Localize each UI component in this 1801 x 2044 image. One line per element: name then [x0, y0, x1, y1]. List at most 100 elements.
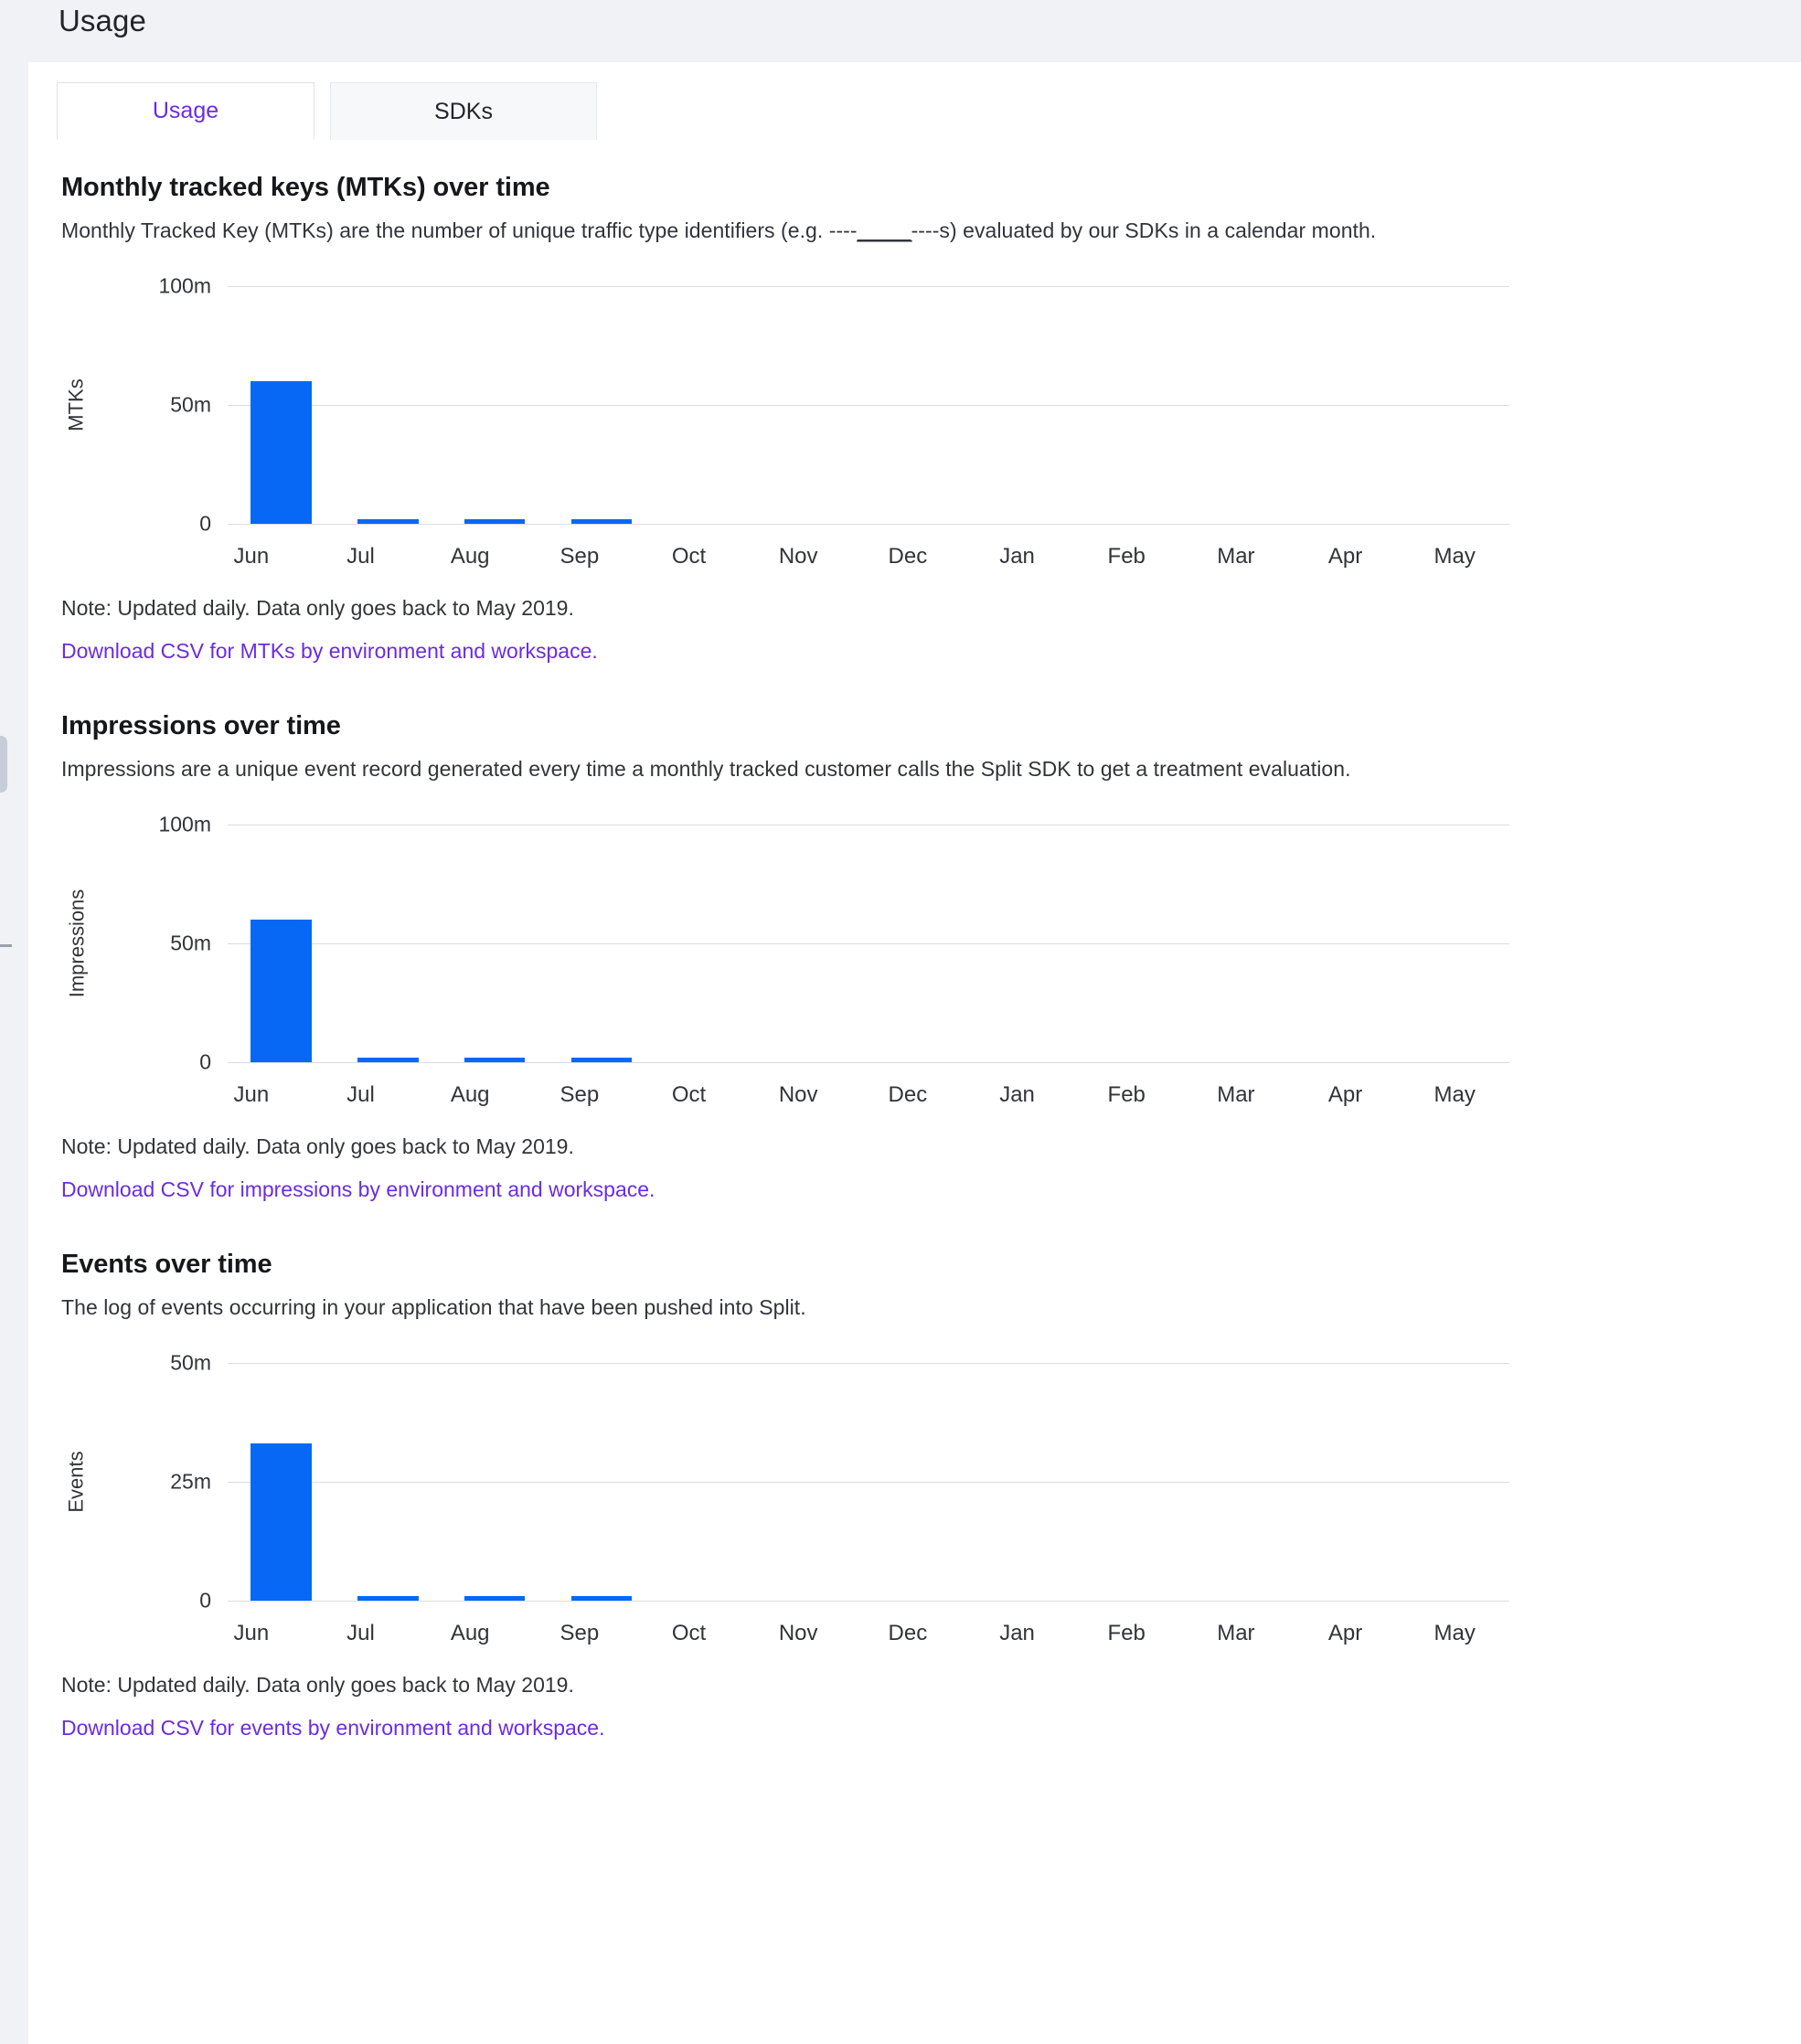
x-tick-label: Oct: [671, 1082, 707, 1107]
chart-mtks-ylabel: MTKs: [65, 378, 89, 431]
bar-jul[interactable]: [357, 519, 419, 524]
x-tick-label: Apr: [1327, 544, 1363, 569]
gridline: [228, 1482, 1509, 1483]
gridline: [228, 1363, 1509, 1364]
x-tick-label: Nov: [778, 544, 818, 569]
y-tick-label: 100m: [158, 273, 211, 298]
tab-bar: Usage SDKs: [28, 62, 1801, 140]
bar-slot: [1188, 1363, 1295, 1601]
gridline: [228, 1062, 1509, 1063]
x-tick-label: Jun: [233, 1082, 270, 1107]
bar-sep[interactable]: [570, 1058, 633, 1062]
bar-slot: [1188, 825, 1295, 1062]
x-tick-label: Oct: [671, 544, 707, 569]
mtks-note: Note: Updated daily. Data only goes back…: [61, 596, 574, 620]
x-tick-label: Dec: [888, 1082, 928, 1107]
x-tick-label: Feb: [1107, 544, 1146, 569]
x-tick-label: May: [1433, 544, 1476, 569]
bar-slot: [1188, 286, 1295, 524]
impressions-heading: Impressions over time: [61, 711, 341, 740]
x-tick-label: Jul: [346, 1082, 375, 1107]
bar-slot: [442, 286, 549, 524]
tab-usage-label: Usage: [152, 98, 219, 123]
y-tick-label: 0: [199, 511, 211, 536]
y-tick-label: 0: [199, 1588, 211, 1613]
bar-slot: [548, 825, 655, 1062]
mtks-desc-before: Monthly Tracked Key (MTKs) are the numbe…: [61, 218, 858, 242]
chart-events-plot: 0 25m 50m: [92, 1351, 1801, 1613]
tab-usage[interactable]: Usage: [57, 82, 314, 140]
bar-jun[interactable]: [250, 381, 312, 524]
x-tick-label: Feb: [1107, 1621, 1146, 1645]
events-csv-download-link[interactable]: Download CSV for events by environment a…: [61, 1716, 605, 1740]
bar-aug[interactable]: [464, 1058, 526, 1062]
chart-mtks-xlabels: Jun Jul Aug Sep Oct Nov Dec Jan Feb Mar Apr May: [197, 526, 1509, 570]
chart-impressions-ylabel: Impressions: [65, 889, 88, 998]
gridline: [228, 524, 1509, 525]
bar-slot: [548, 1363, 655, 1601]
bar-slot: [975, 286, 1082, 524]
impressions-csv-download-link[interactable]: Download CSV for impressions by environm…: [61, 1177, 655, 1201]
bar-slot: [1295, 1363, 1402, 1601]
bar-slot: [762, 286, 869, 524]
chart-impressions-plot: 0 50m 100m: [92, 813, 1801, 1074]
bar-group: [228, 825, 1509, 1062]
x-tick-label: Apr: [1327, 1082, 1363, 1107]
impressions-description: Impressions are a unique event record ge…: [61, 757, 1351, 781]
bar-slot: [1402, 286, 1509, 524]
bar-slot: [655, 286, 762, 524]
page-scrollbar-thumb[interactable]: [0, 736, 7, 793]
events-note: Note: Updated daily. Data only goes back…: [61, 1673, 574, 1697]
x-tick-label: Sep: [559, 1082, 600, 1107]
gridline: [228, 286, 1509, 287]
bar-sep[interactable]: [570, 519, 633, 524]
bar-jul[interactable]: [357, 1596, 419, 1601]
x-tick-label: Oct: [671, 1621, 707, 1645]
x-tick-label: Jan: [999, 544, 1035, 569]
chart-mtks: MTKs 0 50m 100m Jun Jul Aug Sep Oct Nov Dec Jan Fe…: [61, 274, 1801, 569]
bar-slot: [1082, 286, 1189, 524]
bar-slot: [1402, 1363, 1509, 1601]
bar-slot: [1402, 825, 1509, 1062]
x-tick-label: Aug: [450, 1621, 490, 1645]
bar-slot: [762, 825, 869, 1062]
tab-sdks[interactable]: SDKs: [330, 82, 597, 140]
mtks-csv-download-link[interactable]: Download CSV for MTKs by environment and…: [61, 639, 598, 663]
x-tick-label: Aug: [450, 1082, 490, 1107]
mtks-description: Monthly Tracked Key (MTKs) are the numbe…: [61, 218, 1801, 243]
bar-slot: [335, 1363, 442, 1601]
page-header: Usage: [0, 0, 1801, 62]
bar-slot: [228, 286, 335, 524]
chart-mtks-plot: 0 50m 100m: [92, 274, 1801, 536]
bar-slot: [1295, 825, 1402, 1062]
bar-jul[interactable]: [357, 1058, 419, 1062]
x-tick-label: May: [1433, 1621, 1476, 1645]
x-tick-label: Feb: [1107, 1082, 1146, 1107]
x-tick-label: Aug: [450, 544, 490, 569]
bar-slot: [869, 1363, 975, 1601]
x-tick-label: Dec: [888, 544, 928, 569]
bar-slot: [869, 825, 975, 1062]
bar-aug[interactable]: [464, 1596, 526, 1601]
x-tick-label: Jan: [999, 1621, 1035, 1645]
bar-slot: [335, 825, 442, 1062]
x-tick-label: May: [1433, 1082, 1476, 1107]
tab-sdks-label: SDKs: [434, 98, 493, 124]
x-tick-label: Jul: [346, 544, 375, 569]
y-tick-label: 25m: [170, 1469, 211, 1494]
x-tick-label: Jun: [233, 1621, 270, 1645]
bar-sep[interactable]: [570, 1596, 633, 1601]
bar-jun[interactable]: [250, 1443, 312, 1601]
chart-events-xlabels: Jun Jul Aug Sep Oct Nov Dec Jan Feb Mar Apr May: [197, 1602, 1509, 1646]
bar-jun[interactable]: [250, 920, 312, 1062]
bar-slot: [975, 1363, 1082, 1601]
left-rail: [0, 0, 28, 2044]
bar-slot: [655, 825, 762, 1062]
bar-slot: [548, 286, 655, 524]
gridline: [228, 1601, 1509, 1602]
bar-aug[interactable]: [464, 519, 526, 524]
y-tick-label: 0: [199, 1049, 211, 1074]
bar-slot: [228, 1363, 335, 1601]
x-tick-label: Nov: [778, 1082, 818, 1107]
events-heading: Events over time: [61, 1250, 272, 1279]
